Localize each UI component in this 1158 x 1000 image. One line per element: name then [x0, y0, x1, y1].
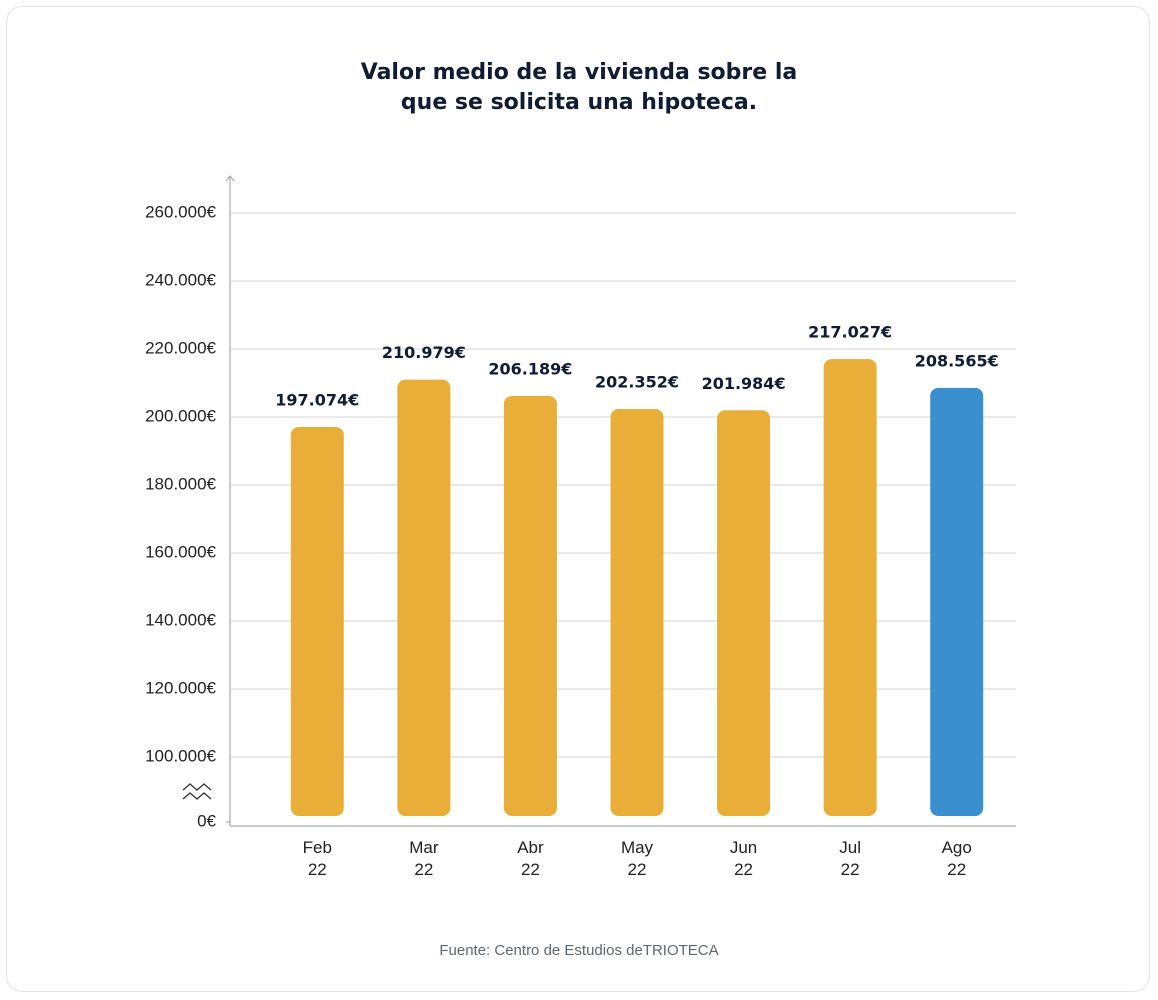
chart-title: Valor medio de la vivienda sobre la que … — [360, 60, 798, 115]
value-label: 217.027€ — [808, 323, 892, 342]
value-label: 208.565€ — [915, 351, 999, 370]
y-tick-label: 140.000€ — [145, 610, 216, 629]
y-tick-label: 260.000€ — [145, 202, 216, 221]
y-tick-label: 100.000€ — [145, 746, 216, 765]
y-tick-label: 160.000€ — [145, 542, 216, 561]
bar — [717, 410, 771, 816]
bar — [610, 409, 664, 816]
x-tick-label: May 22 — [620, 838, 654, 879]
y-tick-label: 0€ — [197, 811, 216, 830]
x-tick-label: Jun 22 — [729, 838, 758, 879]
y-tick-label: 220.000€ — [145, 338, 216, 357]
card — [6, 6, 1150, 992]
source: Fuente: Centro de Estudios deTRIOTECA — [439, 942, 719, 959]
y-tick-label: 180.000€ — [145, 474, 216, 493]
value-label: 197.074€ — [275, 390, 359, 409]
x-tick-label: Jul 22 — [839, 838, 861, 879]
x-tick-label: Mar 22 — [409, 838, 439, 879]
x-tick-label: Abr 22 — [517, 838, 544, 879]
value-label: 201.984€ — [702, 374, 786, 393]
y-tick-label: 240.000€ — [145, 270, 216, 289]
bar — [290, 426, 344, 816]
bar — [503, 395, 557, 816]
title-wrap: Valor medio de la vivienda sobre la que … — [0, 58, 1158, 118]
axis-break — [182, 783, 212, 800]
value-label: 210.979€ — [382, 343, 466, 362]
x-tick-label: Ago 22 — [941, 838, 972, 879]
bar — [397, 379, 451, 816]
y-tick-label: 120.000€ — [145, 678, 216, 697]
y-axis-arrow — [225, 175, 235, 182]
x-tick-label: Feb 22 — [302, 838, 332, 879]
value-label: 202.352€ — [595, 373, 679, 392]
y-tick-label: 200.000€ — [145, 406, 216, 425]
bar — [930, 387, 984, 816]
value-label: 206.189€ — [488, 359, 572, 378]
bar — [823, 359, 877, 816]
